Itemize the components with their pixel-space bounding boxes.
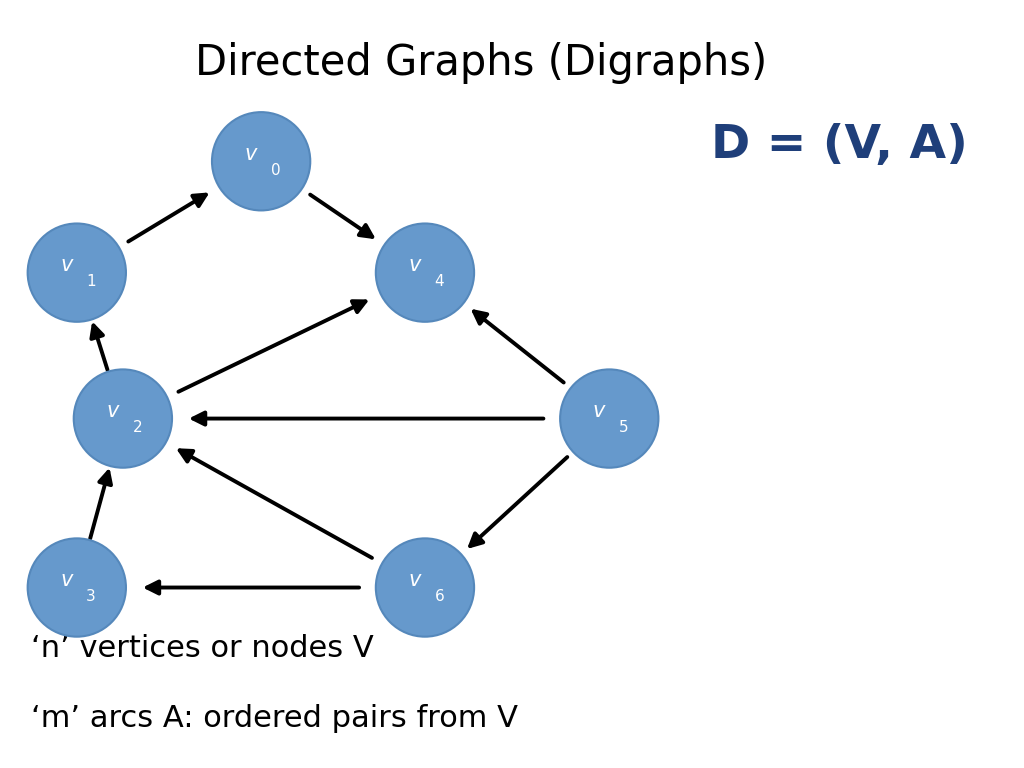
Text: v: v bbox=[593, 401, 605, 421]
Text: 5: 5 bbox=[618, 420, 629, 435]
Text: v: v bbox=[409, 255, 421, 275]
Ellipse shape bbox=[212, 112, 310, 210]
Text: Directed Graphs (Digraphs): Directed Graphs (Digraphs) bbox=[196, 42, 767, 84]
Text: ‘n’ vertices or nodes V: ‘n’ vertices or nodes V bbox=[31, 634, 374, 664]
Text: v: v bbox=[106, 401, 119, 421]
Text: 4: 4 bbox=[434, 274, 444, 290]
Text: v: v bbox=[245, 144, 257, 164]
Ellipse shape bbox=[560, 369, 658, 468]
Ellipse shape bbox=[28, 223, 126, 322]
Text: v: v bbox=[409, 570, 421, 590]
Ellipse shape bbox=[376, 223, 474, 322]
Text: 0: 0 bbox=[270, 163, 281, 178]
Text: 2: 2 bbox=[132, 420, 142, 435]
Text: v: v bbox=[60, 255, 73, 275]
Text: v: v bbox=[60, 570, 73, 590]
Text: 3: 3 bbox=[86, 589, 96, 604]
Text: 6: 6 bbox=[434, 589, 444, 604]
Text: D = (V, A): D = (V, A) bbox=[712, 124, 968, 168]
Ellipse shape bbox=[74, 369, 172, 468]
Ellipse shape bbox=[28, 538, 126, 637]
Text: ‘m’ arcs A: ordered pairs from V: ‘m’ arcs A: ordered pairs from V bbox=[31, 703, 518, 733]
Text: 1: 1 bbox=[86, 274, 96, 290]
Ellipse shape bbox=[376, 538, 474, 637]
